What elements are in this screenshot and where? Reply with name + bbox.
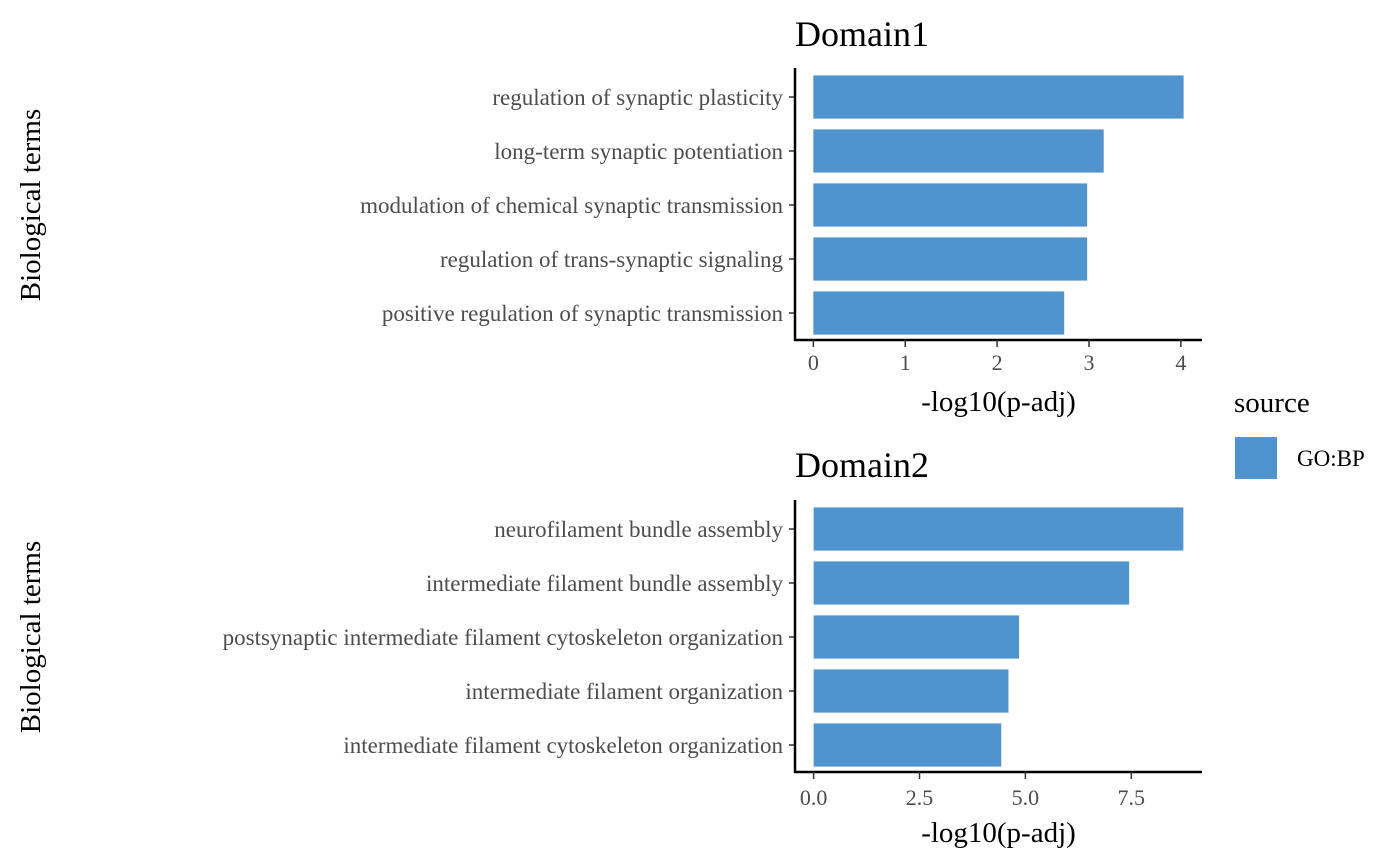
legend-label-go-bp: GO:BP <box>1297 446 1365 471</box>
x-tick-label: 3 <box>1083 350 1094 375</box>
x-tick-label: 7.5 <box>1118 785 1146 810</box>
bar-modulation-of-chemical-synaptic-transmission <box>813 183 1088 227</box>
x-tick-label: 1 <box>900 350 911 375</box>
panel-title: Domain1 <box>795 14 929 54</box>
bar-intermediate-filament-bundle-assembly <box>813 561 1130 605</box>
category-label: modulation of chemical synaptic transmis… <box>360 193 783 218</box>
legend-key-go-bp <box>1235 437 1277 479</box>
x-axis-title: -log10(p-adj) <box>921 386 1076 418</box>
panel-domain1: Domain1 regulation of synaptic plasticity… <box>15 14 1202 418</box>
x-tick-label: 2.5 <box>906 785 934 810</box>
panels: Domain1 regulation of synaptic plasticity… <box>15 14 1202 849</box>
legend-title: source <box>1234 387 1310 419</box>
bar-intermediate-filament-organization <box>813 669 1009 713</box>
bar-postsynaptic-intermediate-filament-cytoskeleton-organization <box>813 615 1020 659</box>
bar-regulation-of-trans-synaptic-signaling <box>813 237 1088 281</box>
x-tick-label: 2 <box>992 350 1003 375</box>
category-label: long-term synaptic potentiation <box>494 139 783 164</box>
legend: source GO:BP <box>1234 387 1365 479</box>
bar-regulation-of-synaptic-plasticity <box>813 75 1184 119</box>
panel-domain2: Domain2 neurofilament bundle assembly inte… <box>15 445 1202 849</box>
category-label: positive regulation of synaptic transmis… <box>382 301 784 326</box>
category-label: intermediate filament bundle assembly <box>426 571 784 596</box>
x-tick-label: 0.0 <box>800 785 828 810</box>
bar-positive-regulation-of-synaptic-transmission <box>813 291 1065 335</box>
category-label: intermediate filament organization <box>465 679 783 704</box>
bar-long-term-synaptic-potentiation <box>813 129 1104 173</box>
category-label: intermediate filament cytoskeleton organ… <box>343 733 783 758</box>
category-label: postsynaptic intermediate filament cytos… <box>223 625 784 650</box>
x-tick-label: 4 <box>1175 350 1186 375</box>
x-axis-title: -log10(p-adj) <box>921 817 1076 849</box>
bar-intermediate-filament-cytoskeleton-organization <box>813 723 1002 767</box>
category-label: neurofilament bundle assembly <box>494 517 783 542</box>
panel-title: Domain2 <box>795 445 929 485</box>
y-axis-title: Biological terms <box>15 109 47 302</box>
bar-neurofilament-bundle-assembly <box>813 507 1184 551</box>
y-axis-title: Biological terms <box>15 541 47 734</box>
category-label: regulation of synaptic plasticity <box>492 85 783 110</box>
x-tick-label: 0 <box>808 350 819 375</box>
category-label: regulation of trans-synaptic signaling <box>440 247 784 272</box>
x-tick-label: 5.0 <box>1012 785 1040 810</box>
